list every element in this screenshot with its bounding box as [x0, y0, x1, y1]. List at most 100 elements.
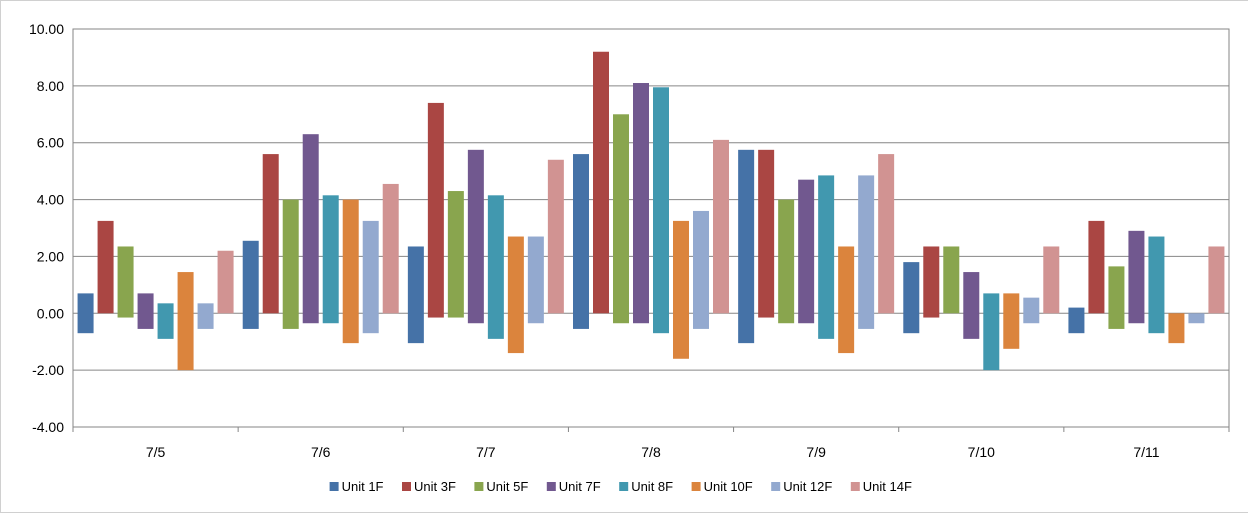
- legend-swatch: [850, 482, 860, 491]
- legend-label: Unit 10F: [704, 479, 753, 494]
- bar: [302, 134, 319, 324]
- bar: [878, 154, 895, 314]
- bar: [573, 154, 589, 329]
- bar: [818, 175, 835, 339]
- bar: [77, 293, 94, 334]
- axes: [72, 28, 1230, 432]
- x-category-label: 7/11: [1133, 444, 1159, 460]
- bar: [157, 303, 174, 339]
- bar: [262, 154, 279, 314]
- bar: [1068, 307, 1085, 334]
- bar: [177, 272, 194, 371]
- bar: [137, 293, 154, 329]
- bar: [713, 139, 729, 314]
- bar: [362, 220, 379, 334]
- bar: [798, 179, 815, 324]
- bar: [407, 246, 424, 344]
- bar: [838, 246, 855, 354]
- legend-swatch: [402, 482, 411, 491]
- x-axis-categories: 7/5 7/6 7/7 7/8 7/9 7/10 7/11: [146, 444, 1160, 460]
- y-tick-label: 8.00: [37, 78, 64, 94]
- bar: [382, 183, 399, 314]
- bar: [487, 195, 504, 339]
- bar: [963, 272, 980, 339]
- bar: [447, 191, 464, 318]
- legend-label: Unit 14F: [863, 479, 912, 494]
- bar: [858, 175, 875, 329]
- legend-item: Unit 5F: [474, 479, 528, 494]
- legend-item: Unit 7F: [546, 479, 601, 494]
- legend-item: Unit 1F: [329, 479, 384, 494]
- grid-lines: [73, 28, 1229, 428]
- bar: [1208, 246, 1225, 314]
- bar: [342, 199, 359, 344]
- bar: [507, 236, 524, 354]
- y-tick-label: 0.00: [37, 305, 64, 321]
- bar: [1128, 230, 1145, 324]
- legend-item: Unit 14F: [850, 479, 912, 494]
- bar: [1088, 220, 1105, 314]
- bar: [903, 262, 920, 334]
- bar: [738, 149, 755, 344]
- y-tick-label: 4.00: [37, 192, 64, 208]
- bar: [613, 114, 629, 324]
- bar: [242, 240, 259, 329]
- bar: [547, 159, 564, 314]
- bar: [1108, 266, 1125, 329]
- bar: [282, 199, 299, 329]
- legend-label: Unit 7F: [559, 479, 601, 494]
- legend-swatch: [546, 482, 556, 491]
- bar: [117, 246, 134, 318]
- bar: [778, 199, 795, 324]
- bar: [217, 250, 234, 314]
- bar: [1188, 313, 1205, 324]
- x-category-label: 7/9: [806, 444, 826, 460]
- bar: [1003, 293, 1020, 349]
- y-tick-label: -2.00: [32, 362, 64, 378]
- bars: [77, 51, 1225, 371]
- legend-item: Unit 8F: [619, 479, 673, 494]
- bar: [593, 51, 609, 314]
- legend-swatch: [771, 482, 781, 491]
- legend-item: Unit 3F: [402, 479, 456, 494]
- x-category-label: 7/5: [146, 444, 166, 460]
- bar: [1043, 246, 1060, 314]
- bar: [527, 236, 544, 324]
- legend-swatch: [474, 482, 484, 491]
- bar: [197, 303, 214, 329]
- bar: [633, 83, 649, 324]
- legend-swatch: [691, 482, 701, 491]
- legend-swatch: [619, 482, 629, 491]
- plot-border: [72, 28, 1230, 428]
- legend-item: Unit 10F: [691, 479, 753, 494]
- bar: [693, 210, 709, 329]
- x-category-label: 7/10: [968, 444, 995, 460]
- legend-label: Unit 3F: [414, 479, 456, 494]
- bar: [1023, 297, 1040, 324]
- y-tick-label: -4.00: [32, 419, 64, 435]
- bar: [983, 293, 1000, 371]
- bar: [758, 149, 775, 318]
- legend-label: Unit 8F: [631, 479, 673, 494]
- bar: [97, 220, 114, 314]
- bar: [1148, 236, 1165, 334]
- bar: [322, 195, 339, 324]
- y-tick-label: 10.00: [29, 21, 64, 37]
- legend-item: Unit 12F: [771, 479, 832, 494]
- bar: [673, 220, 689, 359]
- bar: [653, 87, 669, 334]
- bar: [467, 149, 484, 324]
- x-category-label: 7/8: [641, 444, 661, 460]
- y-tick-label: 6.00: [37, 135, 64, 151]
- bar: [943, 246, 960, 314]
- y-tick-label: 2.00: [37, 248, 64, 264]
- x-category-label: 7/6: [311, 444, 331, 460]
- legend: Unit 1F Unit 3F Unit 5F Unit 7F Unit 8F Unit …: [329, 479, 912, 494]
- legend-label: Unit 1F: [342, 479, 384, 494]
- x-category-label: 7/7: [476, 444, 496, 460]
- legend-swatch: [329, 482, 339, 491]
- bar: [427, 102, 444, 318]
- bar: [1168, 313, 1185, 344]
